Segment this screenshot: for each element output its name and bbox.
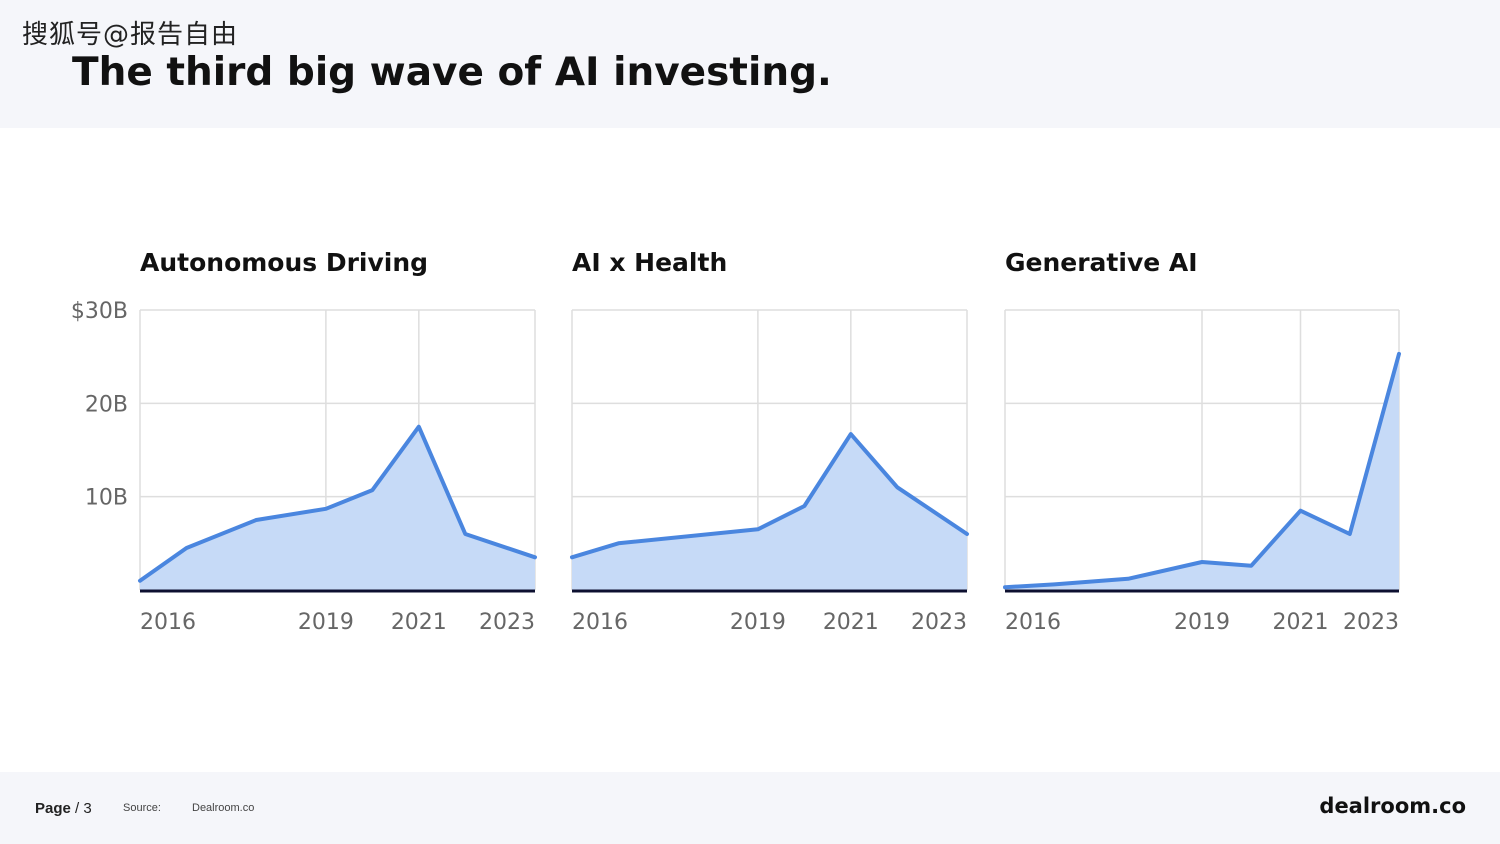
y-tick-label: 20B: [85, 392, 128, 417]
footer-band: [0, 772, 1500, 844]
x-tick-label: 2016: [572, 610, 628, 635]
x-tick-label: 2023: [479, 610, 535, 635]
chart-title: Generative AI: [1005, 248, 1198, 277]
x-tick-label: 2021: [823, 610, 879, 635]
x-tick-label: 2016: [1005, 610, 1061, 635]
series-line: [570, 432, 969, 560]
x-tick-label: 2023: [1343, 610, 1399, 635]
charts-area: Autonomous Driving 2016 2019 2021 2023 $30B 20…: [71, 248, 1401, 635]
y-tick-label: $30B: [71, 299, 128, 324]
header-band: [0, 0, 1500, 128]
chart-title: AI x Health: [572, 248, 727, 277]
y-tick-label: 10B: [85, 486, 128, 511]
chart-title: Autonomous Driving: [140, 248, 428, 277]
source-label: Source:: [123, 802, 161, 814]
series-line: [138, 424, 537, 583]
page-title: The third big wave of AI investing.: [72, 50, 832, 95]
x-tick-label: 2021: [1273, 610, 1329, 635]
page-number: 3: [83, 800, 92, 817]
x-tick-label: 2019: [298, 610, 354, 635]
x-tick-label: 2023: [911, 610, 967, 635]
x-tick-label: 2016: [140, 610, 196, 635]
page-indicator: Page / 3: [35, 800, 92, 817]
series-line: [1003, 351, 1401, 590]
series-area: [572, 434, 967, 590]
series-area: [140, 426, 535, 590]
source-value: Dealroom.co: [192, 802, 255, 814]
brand-logo: dealroom.co: [1319, 794, 1466, 818]
page-label: Page: [35, 800, 71, 817]
page-separator: /: [70, 800, 84, 817]
x-tick-label: 2019: [730, 610, 786, 635]
watermark: 搜狐号@报告自由: [22, 20, 239, 50]
x-tick-label: 2019: [1174, 610, 1230, 635]
x-tick-label: 2021: [391, 610, 447, 635]
series-area: [1005, 353, 1399, 590]
